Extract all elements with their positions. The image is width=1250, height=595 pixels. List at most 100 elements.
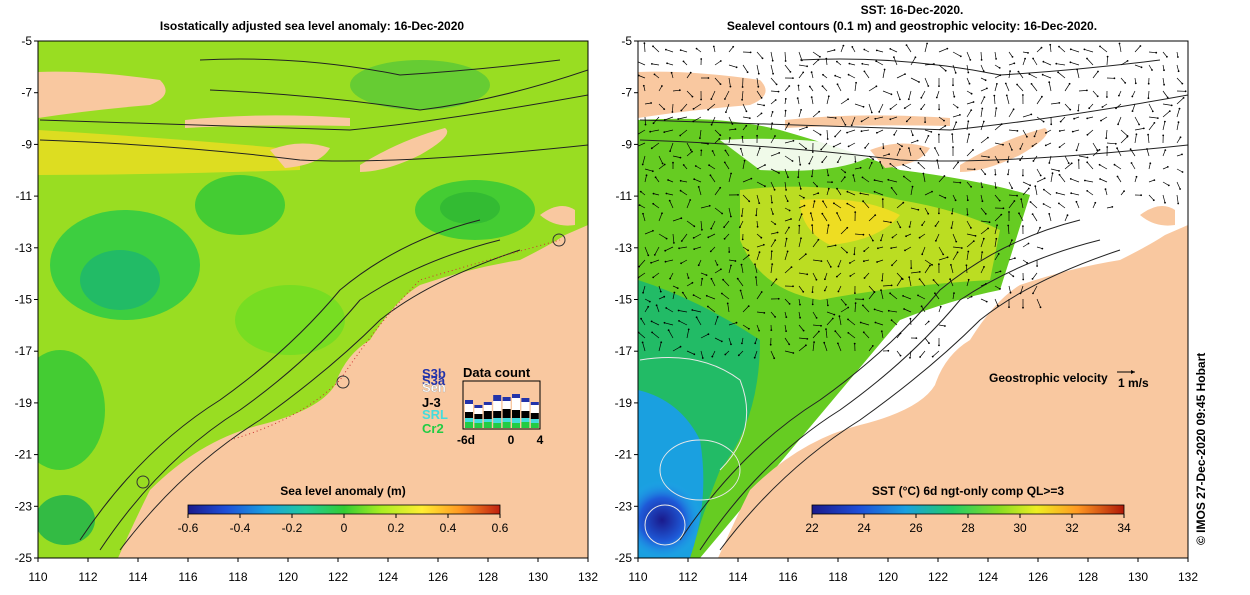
- velocity-arrowhead: [806, 273, 808, 275]
- velocity-arrowhead: [835, 117, 837, 119]
- velocity-arrowhead: [1050, 123, 1052, 125]
- velocity-arrowhead: [936, 159, 938, 161]
- velocity-arrowhead: [900, 355, 902, 357]
- velocity-arrowhead: [833, 202, 835, 204]
- velocity-arrowhead: [862, 298, 864, 300]
- velocity-arrowhead: [804, 205, 806, 207]
- data-count-bar: [512, 423, 520, 428]
- velocity-arrowhead: [889, 163, 891, 165]
- velocity-arrowhead: [774, 189, 776, 191]
- velocity-arrowhead: [746, 110, 748, 112]
- velocity-arrowhead: [1106, 146, 1108, 148]
- velocity-arrowhead: [680, 180, 682, 182]
- x-tick-label: 122: [328, 570, 348, 584]
- velocity-arrowhead: [653, 122, 655, 124]
- velocity-arrowhead: [651, 63, 653, 65]
- velocity-arrowhead: [762, 57, 764, 59]
- velocity-arrowhead: [748, 200, 750, 202]
- data-count-bar: [521, 402, 529, 411]
- velocity-arrowhead: [987, 137, 989, 139]
- velocity-arrowhead: [938, 213, 940, 215]
- velocity-arrowhead: [919, 356, 921, 358]
- velocity-arrowhead: [757, 86, 759, 88]
- velocity-arrowhead: [651, 321, 653, 323]
- velocity-arrowhead: [735, 260, 737, 262]
- velocity-arrowhead: [888, 310, 890, 312]
- colorbar-tick-label: -0.2: [282, 521, 303, 535]
- y-tick-label: -9: [21, 137, 32, 151]
- velocity-arrowhead: [750, 52, 752, 54]
- velocity-arrowhead: [772, 73, 774, 75]
- y-tick-label: -11: [616, 189, 633, 203]
- colorbar-tick-label: 22: [805, 521, 819, 535]
- left-title: Isostatically adjusted sea level anomaly…: [160, 19, 464, 33]
- velocity-arrowhead: [928, 321, 930, 323]
- y-tick-label: -23: [15, 499, 33, 513]
- velocity-arrowhead: [667, 179, 669, 181]
- right-map: [622, 41, 1188, 560]
- velocity-arrowhead: [902, 202, 904, 204]
- velocity-arrowhead: [833, 146, 835, 148]
- data-count-bar: [503, 401, 511, 409]
- velocity-arrowhead: [816, 279, 818, 281]
- sla-colorbar-label: Sea level anomaly (m): [280, 484, 405, 498]
- velocity-arrowhead: [929, 265, 931, 267]
- velocity-arrowhead: [671, 72, 673, 74]
- credit-text: © IMOS 27-Dec-2020 09:45 Hobart: [1194, 353, 1208, 545]
- velocity-arrowhead: [668, 329, 670, 331]
- velocity-arrowhead: [1073, 118, 1075, 120]
- velocity-arrowhead: [861, 63, 863, 65]
- velocity-arrowhead: [735, 128, 737, 130]
- velocity-arrowhead: [700, 150, 702, 152]
- velocity-arrowhead: [820, 325, 822, 327]
- velocity-arrowhead: [862, 177, 864, 179]
- velocity-arrowhead: [938, 345, 940, 347]
- velocity-arrowhead: [666, 193, 668, 195]
- velocity-arrowhead: [787, 251, 789, 253]
- velocity-arrowhead: [1135, 82, 1137, 84]
- velocity-arrowhead: [1127, 136, 1129, 138]
- velocity-arrowhead: [863, 49, 865, 51]
- velocity-arrowhead: [905, 235, 907, 237]
- sla-eddy: [80, 250, 160, 310]
- velocity-arrowhead: [1140, 45, 1142, 47]
- velocity-arrowhead: [1032, 58, 1034, 60]
- velocity-arrowhead: [1058, 102, 1060, 104]
- velocity-arrowhead: [975, 235, 977, 237]
- velocity-arrowhead: [707, 109, 709, 111]
- velocity-arrowhead: [806, 65, 808, 67]
- velocity-arrowhead: [1099, 178, 1101, 180]
- colorbar-tick-label: 32: [1065, 521, 1079, 535]
- velocity-arrowhead: [1002, 144, 1004, 146]
- velocity-arrowhead: [919, 237, 921, 239]
- velocity-arrowhead: [730, 343, 732, 345]
- velocity-arrowhead: [848, 146, 850, 148]
- velocity-arrowhead: [693, 108, 695, 110]
- velocity-arrowhead: [750, 178, 752, 180]
- velocity-arrowhead: [1179, 108, 1181, 110]
- velocity-arrowhead: [789, 210, 791, 212]
- velocity-arrowhead: [860, 167, 862, 169]
- velocity-arrowhead: [739, 226, 741, 228]
- x-tick-label: 124: [978, 570, 998, 584]
- velocity-arrowhead: [806, 338, 808, 340]
- velocity-arrowhead: [863, 331, 865, 333]
- velocity-arrowhead: [761, 113, 763, 115]
- velocity-arrowhead: [862, 200, 864, 202]
- right-title-line1: SST: 16-Dec-2020.: [861, 3, 964, 17]
- velocity-arrowhead: [901, 278, 903, 280]
- velocity-arrowhead: [755, 276, 757, 278]
- velocity-arrowhead: [636, 146, 638, 148]
- velocity-arrowhead: [1045, 145, 1047, 147]
- velocity-arrowhead: [854, 211, 856, 213]
- velocity-arrowhead: [942, 254, 944, 256]
- velocity-arrowhead: [822, 200, 824, 202]
- x-tick-label: 124: [378, 570, 398, 584]
- velocity-arrowhead: [695, 165, 697, 167]
- velocity-arrowhead: [679, 135, 681, 137]
- data-count-bar: [493, 401, 501, 411]
- velocity-arrowhead: [847, 307, 849, 309]
- velocity-arrowhead: [818, 59, 820, 61]
- velocity-arrowhead: [828, 224, 830, 226]
- velocity-arrowhead: [756, 135, 758, 137]
